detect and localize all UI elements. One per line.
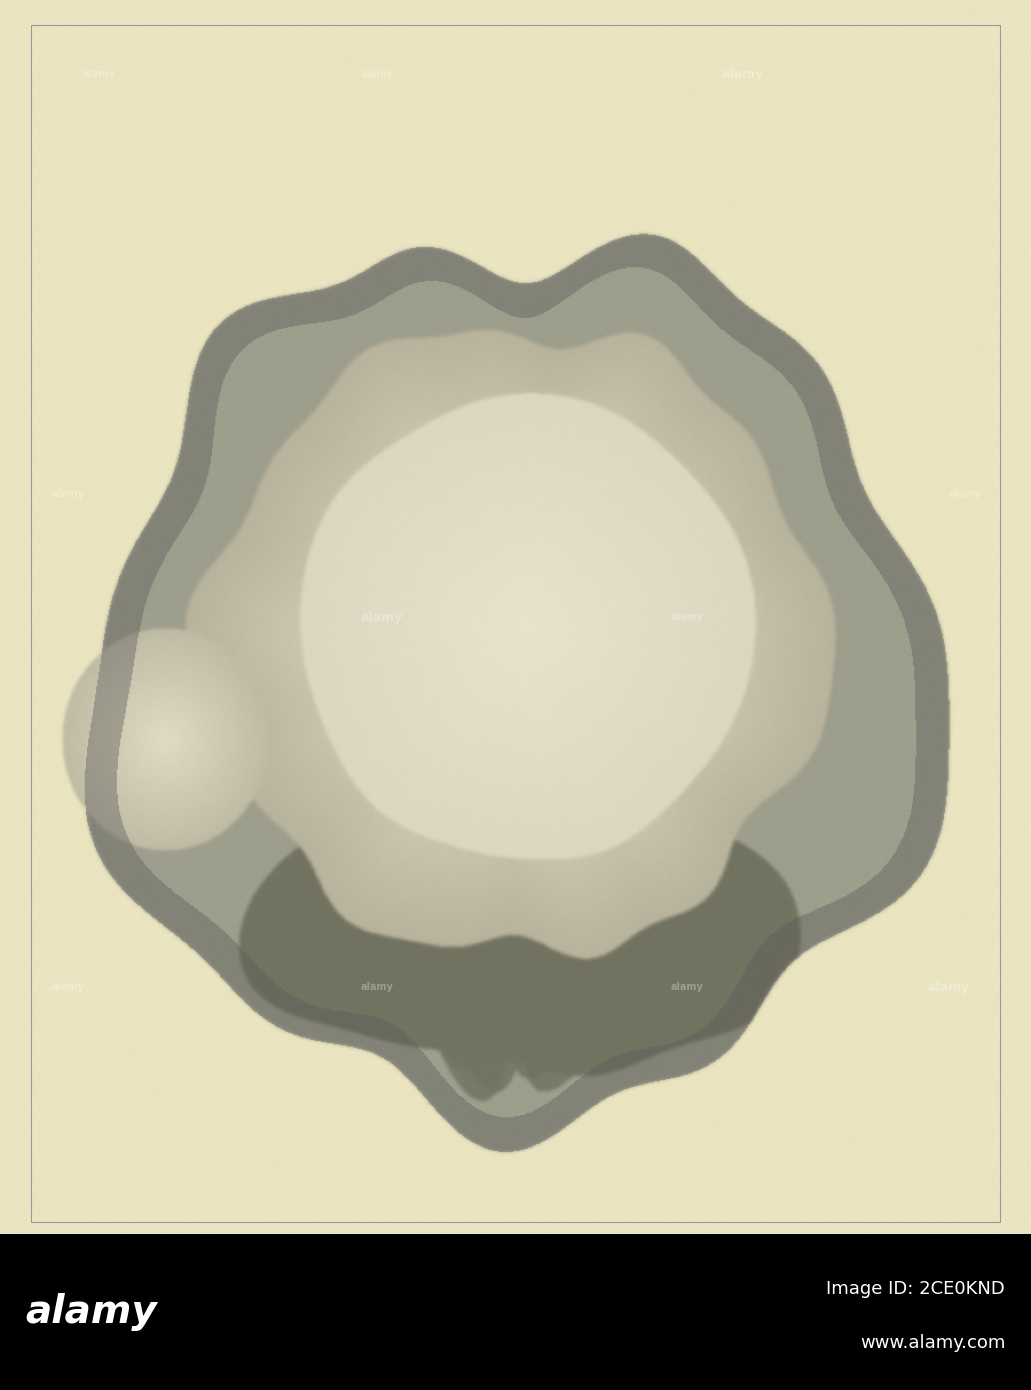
Text: alamy: alamy xyxy=(949,489,982,499)
Text: alamy: alamy xyxy=(361,70,394,79)
Text: alamy: alamy xyxy=(361,610,403,624)
Text: alamy: alamy xyxy=(26,1293,158,1332)
Text: alamy: alamy xyxy=(361,983,394,992)
Text: Image ID: 2CE0KND: Image ID: 2CE0KND xyxy=(827,1280,1005,1298)
Text: www.alamy.com: www.alamy.com xyxy=(860,1334,1005,1352)
Text: alamy: alamy xyxy=(82,70,115,79)
Text: alamy: alamy xyxy=(670,612,703,623)
Text: alamy: alamy xyxy=(52,489,85,499)
Text: alamy: alamy xyxy=(670,983,703,992)
Text: alamy: alamy xyxy=(722,68,764,81)
Text: alamy: alamy xyxy=(52,983,85,992)
Text: alamy: alamy xyxy=(928,981,970,994)
